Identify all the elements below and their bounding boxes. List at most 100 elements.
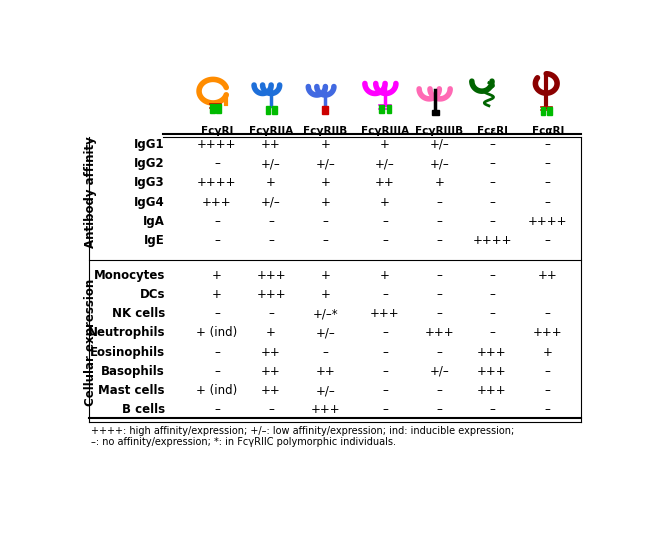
Text: ++: ++ (261, 346, 281, 359)
Text: +: + (320, 176, 330, 189)
Text: +: + (320, 196, 330, 209)
Text: +/–: +/– (430, 365, 449, 378)
Text: B cells: B cells (122, 403, 165, 416)
Text: –: – (489, 138, 495, 151)
Text: +/–*: +/–* (313, 307, 338, 320)
Text: +: + (320, 138, 330, 151)
Text: –: – (545, 138, 551, 151)
Text: +++: +++ (202, 196, 231, 209)
Text: –: – (382, 288, 388, 301)
Text: –: – (382, 215, 388, 228)
Text: –: – (436, 288, 442, 301)
Text: –: – (545, 196, 551, 209)
Text: –: – (545, 234, 551, 247)
Text: –: – (436, 196, 442, 209)
Text: ++++: ++++ (473, 234, 512, 247)
Text: –: – (382, 403, 388, 416)
Text: +: + (380, 138, 390, 151)
Text: +/–: +/– (261, 196, 281, 209)
Bar (210, 104, 215, 113)
Text: +: + (266, 176, 276, 189)
Text: IgG4: IgG4 (134, 196, 165, 209)
Text: +: + (212, 288, 222, 301)
Text: –: – (214, 234, 220, 247)
Text: –: – (545, 307, 551, 320)
Text: FcαRI: FcαRI (532, 126, 564, 136)
Text: +/–: +/– (261, 157, 281, 170)
Bar (432, 110, 439, 115)
Text: ++: ++ (261, 138, 281, 151)
Text: –: – (382, 234, 388, 247)
Text: +++: +++ (256, 269, 286, 282)
Text: +: + (434, 176, 444, 189)
Text: +++: +++ (311, 403, 340, 416)
Text: ++: ++ (375, 176, 395, 189)
Text: –: – (268, 307, 274, 320)
Text: –: – (268, 234, 274, 247)
Text: –: – (489, 176, 495, 189)
Text: +++: +++ (533, 327, 563, 339)
Text: +: + (543, 346, 552, 359)
Text: –: – (382, 327, 388, 339)
Text: +/–: +/– (315, 327, 335, 339)
Bar (541, 106, 545, 115)
Text: +++: +++ (424, 327, 454, 339)
Text: –: – (489, 288, 495, 301)
Text: –: – (545, 157, 551, 170)
Text: +: + (212, 269, 222, 282)
Text: –: – (382, 346, 388, 359)
Text: Monocytes: Monocytes (94, 269, 165, 282)
Text: FcεRI: FcεRI (476, 126, 508, 136)
Text: –: – (268, 403, 274, 416)
Text: Neutrophils: Neutrophils (88, 327, 165, 339)
Text: + (ind): + (ind) (196, 384, 237, 397)
Text: –: – (382, 365, 388, 378)
Text: –: – (489, 196, 495, 209)
Text: –: – (214, 403, 220, 416)
Text: Basophils: Basophils (101, 365, 165, 378)
Text: +: + (266, 327, 276, 339)
Text: –: – (436, 269, 442, 282)
Bar (387, 105, 391, 113)
Text: ++++: ++++ (197, 138, 237, 151)
Text: ++: ++ (315, 365, 335, 378)
Text: IgG2: IgG2 (135, 157, 165, 170)
Text: –: – (436, 384, 442, 397)
Text: –: – (436, 215, 442, 228)
Bar (266, 106, 270, 115)
Text: –: – (489, 307, 495, 320)
Text: +++: +++ (477, 346, 507, 359)
Text: –: – (322, 234, 328, 247)
Text: –: – (214, 157, 220, 170)
Text: –: – (436, 403, 442, 416)
Text: DCs: DCs (140, 288, 165, 301)
Text: –: – (545, 403, 551, 416)
Text: NK cells: NK cells (112, 307, 165, 320)
Text: +/–: +/– (315, 384, 335, 397)
Text: +: + (380, 196, 390, 209)
Text: –: – (214, 365, 220, 378)
Text: –: – (214, 346, 220, 359)
Text: +: + (320, 269, 330, 282)
Text: IgG1: IgG1 (135, 138, 165, 151)
Text: IgG3: IgG3 (135, 176, 165, 189)
Text: Cellular expression: Cellular expression (84, 279, 97, 406)
Text: IgE: IgE (144, 234, 165, 247)
Text: ++: ++ (261, 384, 281, 397)
Text: –: – (436, 346, 442, 359)
Text: ++: ++ (538, 269, 558, 282)
Text: –: – (489, 215, 495, 228)
Text: Antibody affinity: Antibody affinity (84, 136, 97, 248)
Text: +/–: +/– (375, 157, 395, 170)
Text: Eosinophils: Eosinophils (90, 346, 165, 359)
Text: –: – (489, 157, 495, 170)
Text: –: – (322, 346, 328, 359)
Text: FcγRIIIB: FcγRIIIB (415, 126, 463, 136)
Text: +/–: +/– (430, 157, 449, 170)
Text: +++: +++ (477, 384, 507, 397)
Text: –: – (545, 384, 551, 397)
Bar (547, 106, 552, 115)
Text: –: – (436, 307, 442, 320)
Text: FcγRI: FcγRI (201, 126, 233, 136)
Text: +++: +++ (370, 307, 400, 320)
